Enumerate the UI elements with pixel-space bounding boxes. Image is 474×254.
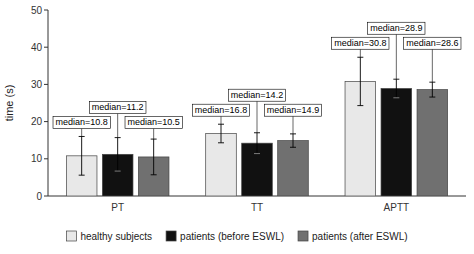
error-cap (254, 153, 260, 154)
annotation: median=10.8 (56, 117, 108, 127)
error-cap (218, 142, 224, 143)
annotation: median=14.9 (267, 105, 319, 115)
error-bar (393, 79, 399, 98)
x-tick-label: APTT (384, 202, 410, 213)
annotation: median=28.9 (370, 23, 422, 33)
legend-swatch (298, 231, 308, 241)
y-axis-label: time (s) (3, 85, 15, 122)
annotation-box (264, 104, 321, 116)
y-tick (44, 121, 48, 122)
y-tick (44, 84, 48, 85)
error-line (153, 139, 154, 175)
error-line (396, 79, 397, 98)
y-tick (44, 158, 48, 159)
error-bar (151, 139, 157, 175)
annotation: median=16.8 (195, 105, 247, 115)
x-tick-label: PT (111, 202, 124, 213)
y-axis (48, 10, 49, 196)
y-tick (44, 10, 48, 11)
legend-swatch (66, 231, 76, 241)
x-tick-label: TT (251, 202, 263, 213)
annotation-box (228, 89, 285, 101)
annotations: median=10.8 median=11.2 median=10.5 median=… (53, 22, 461, 139)
y-tick (44, 47, 48, 48)
annotation: median=14.2 (231, 90, 283, 100)
error-cap (115, 171, 121, 172)
leader-line (81, 128, 82, 136)
error-line (432, 82, 433, 97)
y-tick-label: 50 (31, 5, 43, 16)
bar (206, 134, 237, 196)
annotation-box (89, 101, 146, 113)
error-bar (290, 134, 296, 147)
annotation-box (404, 37, 461, 49)
bar (278, 141, 309, 196)
error-cap (290, 147, 296, 148)
leader-line (360, 49, 361, 57)
y-tick (44, 196, 48, 197)
legend-item: patients (after ESWL) (298, 231, 408, 242)
bars (66, 57, 447, 196)
y-tick-label: 20 (31, 116, 43, 127)
leader-line (293, 116, 294, 134)
error-bar (115, 138, 121, 171)
error-bar (254, 133, 260, 154)
annotation-box (125, 116, 182, 128)
error-cap (393, 97, 399, 98)
error-line (221, 124, 222, 143)
leader-line (396, 34, 397, 79)
annotation-box (53, 116, 110, 128)
legend-label: patients (before ESWL) (180, 231, 284, 242)
error-cap (357, 105, 363, 106)
y-tick-label: 30 (31, 79, 43, 90)
error-cap (429, 97, 435, 98)
error-bar (429, 82, 435, 97)
error-bar (218, 124, 224, 143)
legend-label: healthy subjects (80, 231, 152, 242)
annotation: median=28.6 (406, 38, 458, 48)
error-bar (357, 57, 363, 105)
leader-line (221, 116, 222, 124)
error-cap (79, 175, 85, 176)
annotation: median=11.2 (92, 102, 144, 112)
bar (417, 90, 448, 196)
error-line (257, 133, 258, 154)
error-line (293, 134, 294, 147)
annotation: median=30.8 (334, 38, 386, 48)
leader-line (257, 101, 258, 133)
legend-swatch (166, 231, 176, 241)
bar (381, 88, 412, 196)
y-tick-label: 40 (31, 42, 43, 53)
error-line (360, 57, 361, 105)
annotation-box (192, 104, 249, 116)
leader-line (432, 49, 433, 82)
error-bar (79, 136, 85, 175)
y-tick-label: 0 (36, 191, 42, 202)
y-tick-label: 10 (31, 153, 43, 164)
chart: 01020304050time (s)PTTTAPTTmedian=10.8me… (0, 0, 474, 254)
leader-line (153, 128, 154, 139)
legend: healthy subjects patients (before ESWL) pa… (66, 231, 407, 242)
legend-item: patients (before ESWL) (166, 231, 284, 242)
legend-label: patients (after ESWL) (312, 231, 408, 242)
legend-item: healthy subjects (66, 231, 152, 242)
error-line (81, 136, 82, 175)
annotation-box (332, 37, 389, 49)
error-cap (151, 174, 157, 175)
annotation: median=10.5 (128, 117, 180, 127)
error-line (117, 138, 118, 171)
leader-line (117, 113, 118, 137)
annotation-box (368, 22, 425, 34)
